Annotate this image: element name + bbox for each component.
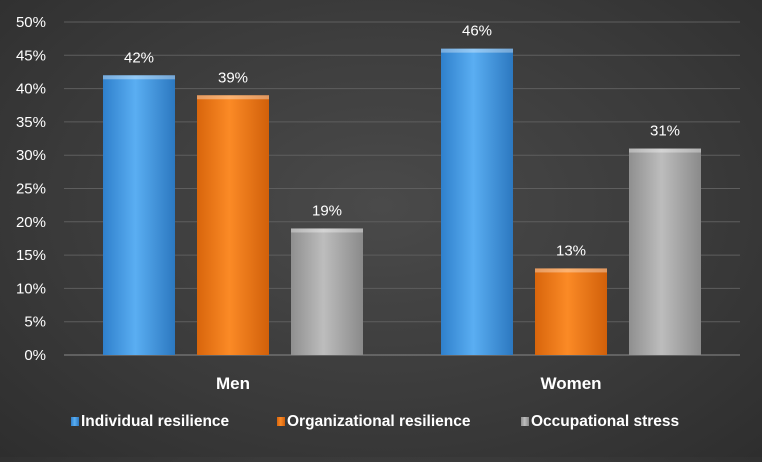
y-tick-label: 0% xyxy=(24,347,46,364)
legend-swatch xyxy=(521,417,529,426)
bar-highlight xyxy=(197,95,269,100)
y-tick-label: 40% xyxy=(16,81,46,98)
legend-swatch xyxy=(71,417,79,426)
x-category-label: Women xyxy=(540,374,601,393)
legend-label: Occupational stress xyxy=(531,413,679,430)
y-tick-label: 50% xyxy=(16,14,46,31)
bar-highlight xyxy=(535,268,607,273)
y-tick-label: 15% xyxy=(16,247,46,264)
y-tick-label: 35% xyxy=(16,114,46,131)
legend-swatch xyxy=(277,417,285,426)
bar-men-occupational-stress xyxy=(291,228,363,355)
bar-highlight xyxy=(629,148,701,153)
bar-men-organizational-resilience xyxy=(197,95,269,355)
data-label: 13% xyxy=(556,242,586,259)
bar-highlight xyxy=(291,228,363,233)
y-tick-label: 25% xyxy=(16,181,46,198)
legend-label: Organizational resilience xyxy=(287,413,471,430)
data-label: 31% xyxy=(650,123,680,140)
y-tick-label: 20% xyxy=(16,214,46,231)
y-tick-label: 30% xyxy=(16,147,46,164)
data-label: 19% xyxy=(312,202,342,219)
x-category-label: Men xyxy=(216,374,250,393)
data-label: 46% xyxy=(462,23,492,40)
bar-women-occupational-stress xyxy=(629,148,701,355)
legend-label: Individual resilience xyxy=(81,413,230,430)
bar-women-individual-resilience xyxy=(441,48,513,355)
bar-highlight xyxy=(103,75,175,80)
bar-highlight xyxy=(441,48,513,53)
bar-women-organizational-resilience xyxy=(535,268,607,355)
data-label: 39% xyxy=(218,69,248,86)
y-tick-label: 5% xyxy=(24,314,46,331)
y-tick-label: 45% xyxy=(16,47,46,64)
y-tick-label: 10% xyxy=(16,280,46,297)
data-label: 42% xyxy=(124,49,154,66)
bar-men-individual-resilience xyxy=(103,75,175,355)
